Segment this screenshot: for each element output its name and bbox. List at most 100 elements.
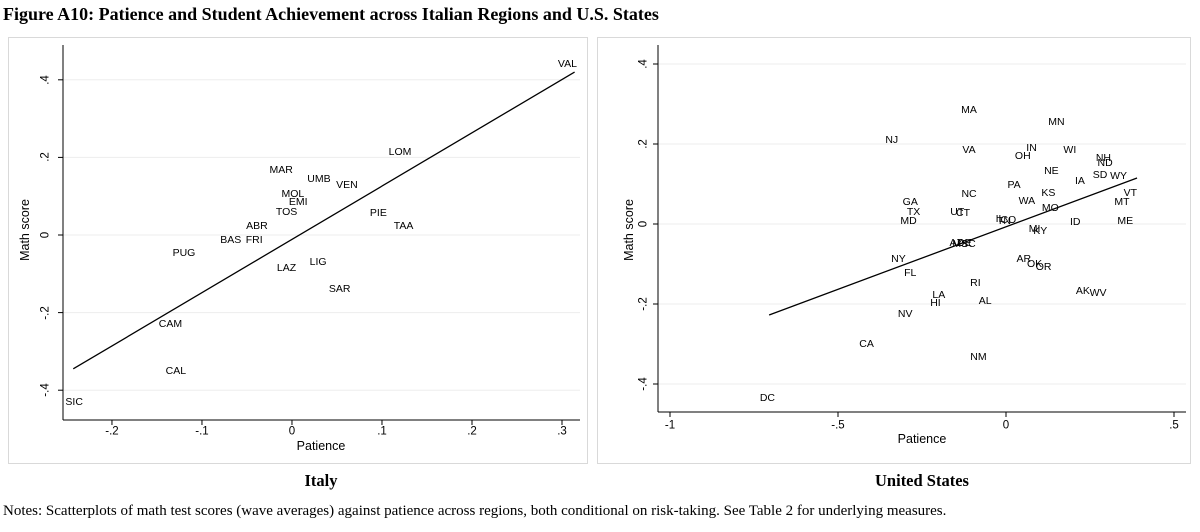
scatter-label-MOL: MOL — [281, 187, 305, 200]
scatter-label-IA: IA — [1074, 174, 1085, 187]
x-tick-label: 0 — [288, 425, 296, 438]
scatter-label-MAR: MAR — [269, 163, 293, 176]
scatter-label-NM: NM — [970, 350, 987, 363]
scatter-label-LOM: LOM — [388, 145, 412, 158]
scatter-label-FRI: FRI — [245, 233, 263, 246]
scatter-label-SD: SD — [1092, 168, 1108, 181]
scatter-label-NJ: NJ — [885, 133, 899, 146]
italy-subtitle: Italy — [304, 471, 338, 490]
scatter-label-MN: MN — [1048, 115, 1065, 128]
y-tick-label: .2 — [637, 139, 650, 149]
us-panel — [597, 37, 1191, 464]
scatter-label-ME: ME — [1117, 214, 1134, 227]
scatter-label-TAA: TAA — [393, 219, 414, 232]
scatter-label-AL: AL — [978, 294, 992, 307]
scatter-label-ND: ND — [1097, 156, 1113, 169]
x-tick-label: 0 — [1002, 419, 1010, 432]
scatter-label-EMI: EMI — [288, 195, 308, 208]
y-axis-title: Math score — [621, 199, 636, 261]
y-tick-label: -.4 — [637, 377, 650, 391]
scatter-label-PIE: PIE — [369, 206, 387, 219]
scatter-label-ABR: ABR — [246, 219, 268, 232]
scatter-label-RI: RI — [970, 276, 981, 289]
scatter-label-NH: NH — [1095, 151, 1112, 164]
y-tick-label: -.2 — [39, 305, 52, 320]
scatter-label-PA: PA — [1007, 178, 1021, 191]
y-tick-label: 0 — [637, 220, 650, 228]
scatter-label-TN: TN — [996, 214, 1011, 227]
scatter-label-DE: DE — [957, 236, 972, 249]
scatter-label-VAL: VAL — [557, 58, 577, 71]
x-tick-label: -.1 — [195, 425, 209, 438]
scatter-label-MD: MD — [900, 214, 917, 227]
scatter-label-AR: AR — [1016, 252, 1032, 265]
scatter-label-AZ: AZ — [949, 236, 963, 249]
x-axis-title: Patience — [296, 438, 346, 453]
scatter-label-SIC: SIC — [65, 395, 83, 408]
scatter-label-PUG: PUG — [172, 246, 196, 259]
scatter-label-NV: NV — [897, 307, 913, 320]
scatter-label-HI: HI — [930, 296, 941, 309]
x-tick-label: -1 — [664, 419, 676, 432]
scatter-label-FL: FL — [904, 266, 917, 279]
y-tick-label: .4 — [39, 75, 52, 85]
x-tick-label: .2 — [467, 425, 477, 438]
scatter-label-NE: NE — [1044, 164, 1059, 177]
y-tick-label: .4 — [637, 59, 650, 69]
us-subtitle: United States — [875, 471, 969, 490]
scatter-label-LA: LA — [932, 288, 946, 301]
scatter-label-WA: WA — [1018, 194, 1036, 207]
y-tick-label: .2 — [39, 152, 52, 163]
scatter-label-CA: CA — [859, 337, 874, 350]
scatter-label-SC: SC — [961, 238, 976, 251]
figure-notes: Notes: Scatterplots of math test scores … — [3, 503, 947, 519]
italy-panel — [8, 37, 588, 464]
scatter-label-TX: TX — [906, 205, 921, 218]
scatter-label-CT: CT — [955, 206, 970, 219]
scatter-label-OH: OH — [1014, 149, 1031, 162]
scatter-label-VEN: VEN — [336, 178, 358, 191]
scatter-label-GA: GA — [902, 195, 918, 208]
scatter-label-MO: MO — [1041, 201, 1059, 214]
x-tick-label: -.2 — [105, 425, 119, 438]
x-tick-label: .5 — [1169, 419, 1179, 432]
scatter-label-SAR: SAR — [328, 283, 351, 296]
fit-line — [72, 71, 575, 370]
x-tick-label: .1 — [377, 425, 387, 438]
scatter-label-UT: UT — [950, 205, 965, 218]
scatter-label-MS: MS — [952, 237, 969, 250]
scatter-label-OK: OK — [1026, 257, 1043, 270]
scatter-label-TOS: TOS — [275, 205, 298, 218]
scatter-label-MT: MT — [1114, 195, 1130, 208]
scatter-label-KY: KY — [1033, 224, 1048, 237]
y-tick-label: -.4 — [39, 383, 52, 397]
scatter-label-KS: KS — [1041, 186, 1056, 199]
scatter-label-NC: NC — [961, 187, 977, 200]
scatter-label-OR: OR — [1035, 260, 1052, 273]
fit-line — [768, 177, 1138, 316]
x-tick-label: -.5 — [831, 419, 845, 432]
scatter-label-ID: ID — [1069, 215, 1081, 228]
scatter-label-BAS: BAS — [220, 233, 242, 246]
scatter-label-LAZ: LAZ — [276, 262, 297, 275]
scatter-label-IN: IN — [1026, 141, 1037, 154]
y-axis-title: Math score — [17, 199, 32, 261]
y-tick-label: 0 — [39, 231, 52, 239]
scatter-label-VT: VT — [1123, 186, 1138, 199]
scatter-label-WV: WV — [1089, 286, 1107, 299]
scatter-label-NY: NY — [891, 252, 906, 265]
scatter-label-MI: MI — [1028, 222, 1041, 235]
figure-title: Figure A10: Patience and Student Achieve… — [3, 4, 659, 24]
scatter-label-CO: CO — [1000, 213, 1017, 226]
scatter-label-WI: WI — [1063, 143, 1077, 156]
x-axis-title: Patience — [897, 431, 947, 446]
scatter-label-IL: IL — [995, 212, 1005, 225]
scatter-label-WY: WY — [1110, 169, 1128, 182]
scatter-label-DC: DC — [759, 391, 776, 404]
scatter-label-CAM: CAM — [158, 317, 183, 330]
scatter-label-AK: AK — [1075, 284, 1090, 297]
scatter-label-VA: VA — [962, 143, 976, 156]
scatter-label-MA: MA — [961, 103, 977, 116]
